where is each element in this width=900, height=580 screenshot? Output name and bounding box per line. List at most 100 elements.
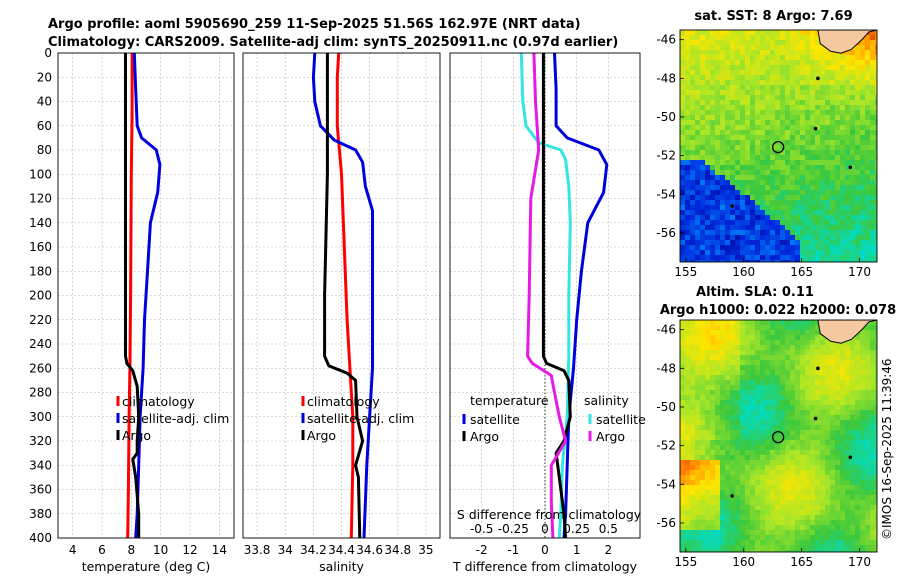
map-cell	[715, 180, 720, 185]
map-cell	[720, 240, 725, 245]
map-cell	[760, 55, 765, 60]
map-cell	[790, 230, 795, 235]
map-cell	[715, 45, 720, 50]
map-cell	[865, 180, 870, 185]
map-cell	[700, 205, 705, 210]
map-cell	[680, 435, 685, 440]
map-cell	[715, 340, 720, 345]
map-cell	[860, 465, 865, 470]
map-cell	[745, 550, 750, 552]
map-cell	[705, 75, 710, 80]
map-cell	[750, 260, 755, 262]
map-cell	[735, 450, 740, 455]
map-cell	[820, 390, 825, 395]
map-cell	[755, 450, 760, 455]
map-cell	[755, 90, 760, 95]
map-cell	[685, 525, 690, 530]
map-cell	[805, 200, 810, 205]
map-cell	[770, 170, 775, 175]
map-cell	[750, 500, 755, 505]
map-cell	[875, 185, 877, 190]
map-cell	[785, 370, 790, 375]
map-cell	[775, 165, 780, 170]
map-cell	[770, 455, 775, 460]
map-cell	[715, 215, 720, 220]
map-cell	[685, 375, 690, 380]
map-cell	[770, 150, 775, 155]
map-cell	[835, 55, 840, 60]
map-cell	[725, 90, 730, 95]
map-cell	[695, 465, 700, 470]
map-cell	[765, 545, 770, 550]
map-cell	[680, 475, 685, 480]
map-cell	[765, 500, 770, 505]
map-cell	[735, 490, 740, 495]
y-tick-label: 380	[29, 507, 52, 521]
map-cell	[800, 50, 805, 55]
map-cell	[860, 355, 865, 360]
map-cell	[830, 255, 835, 260]
map-cell	[805, 120, 810, 125]
map-cell	[850, 505, 855, 510]
map-cell	[815, 345, 820, 350]
map-cell	[735, 150, 740, 155]
map-cell	[700, 330, 705, 335]
map-cell	[785, 485, 790, 490]
y-tick-label: 240	[29, 337, 52, 351]
map-cell	[685, 540, 690, 545]
map-cell	[750, 400, 755, 405]
map-cell	[785, 525, 790, 530]
map-cell	[850, 545, 855, 550]
map-cell	[825, 215, 830, 220]
map-cell	[690, 125, 695, 130]
map-cell	[845, 125, 850, 130]
map-cell	[690, 400, 695, 405]
map-cell	[835, 380, 840, 385]
map-cell	[695, 100, 700, 105]
map-cell	[850, 170, 855, 175]
map-cell	[755, 390, 760, 395]
map-cell	[770, 540, 775, 545]
map-cell	[710, 100, 715, 105]
map-cell	[860, 170, 865, 175]
map-cell	[790, 440, 795, 445]
map-cell	[800, 145, 805, 150]
map-cell	[850, 165, 855, 170]
map-cell	[735, 380, 740, 385]
x-tick-label: 10	[153, 543, 168, 557]
map-cell	[700, 225, 705, 230]
map-cell	[795, 505, 800, 510]
map-cell	[685, 230, 690, 235]
map-cell	[785, 70, 790, 75]
map-cell	[735, 360, 740, 365]
map-cell	[780, 160, 785, 165]
map-cell	[775, 260, 780, 262]
map-cell	[725, 420, 730, 425]
map-cell	[800, 535, 805, 540]
map-cell	[860, 85, 865, 90]
map-cell	[700, 480, 705, 485]
map-cell	[815, 380, 820, 385]
map-cell	[780, 385, 785, 390]
map-cell	[825, 420, 830, 425]
map-cell	[860, 110, 865, 115]
map-cell	[780, 340, 785, 345]
map-cell	[685, 130, 690, 135]
map-cell	[695, 255, 700, 260]
map-cell	[790, 350, 795, 355]
map-cell	[770, 550, 775, 552]
map-cell	[720, 125, 725, 130]
map-cell	[795, 520, 800, 525]
map-cell	[850, 410, 855, 415]
map-cell	[770, 350, 775, 355]
map-cell	[705, 510, 710, 515]
map-cell	[695, 80, 700, 85]
map-cell	[810, 435, 815, 440]
map-cell	[685, 175, 690, 180]
map-cell	[795, 400, 800, 405]
map-cell	[730, 445, 735, 450]
map-cell	[765, 105, 770, 110]
map-cell	[720, 400, 725, 405]
map-cell	[785, 320, 790, 325]
map-cell	[825, 430, 830, 435]
